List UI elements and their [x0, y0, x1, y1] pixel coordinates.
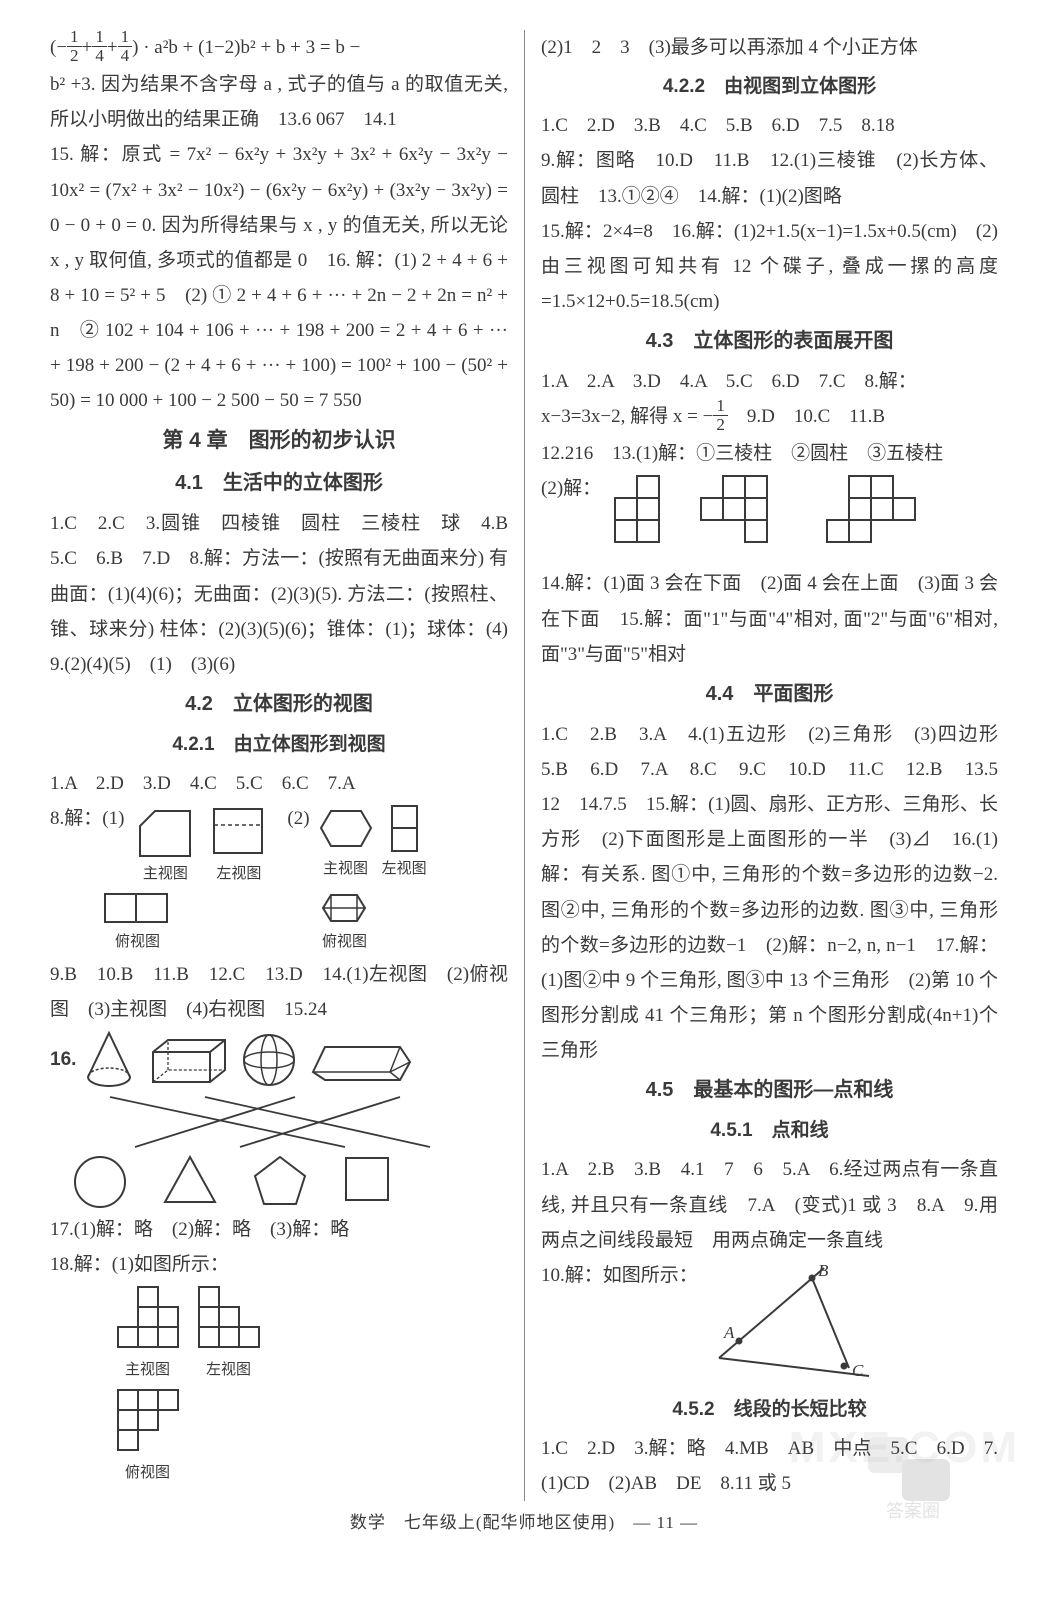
- heading-4-4: 4.4 平面图形: [541, 676, 998, 713]
- triangle-icon: [160, 1152, 220, 1207]
- text: +: [107, 37, 118, 58]
- prism-icon: [305, 1032, 415, 1087]
- svg-text:A: A: [723, 1323, 735, 1342]
- column-right: (2)1 2 3 (3)最多可以再添加 4 个小正方体 4.2.2 由视图到立体…: [524, 30, 998, 1501]
- page-footer: 数学 七年级上(配华师地区使用) — 11 —: [50, 1507, 998, 1538]
- heading-4-2-1: 4.2.1 由立体图形到视图: [50, 727, 508, 762]
- text-block: 1.C 2.D 3.解：略 4.MB AB 中点 5.C 6.D 7.(1)CD…: [541, 1431, 998, 1501]
- heading-4-2: 4.2 立体图形的视图: [50, 686, 508, 723]
- text-block: (2)1 2 3 (3)最多可以再添加 4 个小正方体: [541, 30, 998, 65]
- svg-text:C: C: [852, 1361, 864, 1380]
- heading-4-5-1: 4.5.1 点和线: [541, 1113, 998, 1148]
- label: 俯视图: [115, 929, 160, 957]
- label: 主视图: [143, 861, 188, 889]
- figure-q18-views: 主视图 左视图: [110, 1282, 508, 1385]
- circle-icon: [70, 1152, 130, 1212]
- blocks-front-icon: [110, 1282, 185, 1357]
- rect-2-icon: [100, 889, 175, 929]
- figure-q10: 10.解：如图所示： A B C: [541, 1258, 998, 1388]
- text-block: 1.C 2.C 3.圆锥 四棱锥 圆柱 三棱柱 球 4.B 5.C 6.B 7.…: [50, 506, 508, 682]
- text-block: (−12+14+14) · a²b + (1−2)b² + b + 3 = b …: [50, 30, 508, 67]
- heading-4-5-2: 4.5.2 线段的长短比较: [541, 1392, 998, 1427]
- text: 16.: [50, 1042, 76, 1077]
- heading-4-3: 4.3 立体图形的表面展开图: [541, 323, 998, 360]
- pentagon-icon: [250, 1152, 310, 1210]
- heading-chapter-4: 第 4 章 图形的初步认识: [50, 422, 508, 461]
- text: (−: [50, 37, 67, 58]
- svg-text:答案圈: 答案圈: [886, 1501, 940, 1521]
- text-block: 9.解：图略 10.D 11.B 12.(1)三棱锥 (2)长方体、圆柱 13.…: [541, 143, 998, 213]
- triangle-abc-icon: A B C: [704, 1258, 884, 1388]
- shape-front-view-icon: [130, 801, 200, 861]
- text-block: 15. 解：原式 = 7x² − 6x²y + 3x²y + 3x² + 6x²…: [50, 137, 508, 418]
- text-block: x−3=3x−2, 解得 x = −12 9.D 10.C 11.B: [541, 399, 998, 436]
- text-block: 12.216 13.(1)解：①三棱柱 ②圆柱 ③五棱柱: [541, 436, 998, 471]
- figure-nets: (2)解：: [541, 471, 998, 566]
- shape-left-view-icon: [206, 801, 271, 861]
- text-block: 1.A 2.B 3.B 4.1 7 6 5.A 6.经过两点有一条直线, 并且只…: [541, 1152, 998, 1257]
- text: x−3=3x−2, 解得 x = −: [541, 406, 713, 427]
- net-3-icon: [819, 471, 919, 566]
- rect-split-icon: [387, 801, 422, 856]
- label: 主视图: [125, 1357, 170, 1385]
- net-1-icon: [607, 471, 687, 566]
- text-block: 14.解：(1)面 3 会在下面 (2)面 4 会在上面 (3)面 3 会在下面…: [541, 566, 998, 671]
- text: (2)解：: [541, 471, 601, 506]
- text: ) · a²b + (1−2)b² + b + 3 = b −: [132, 37, 360, 58]
- sphere-icon: [239, 1030, 299, 1090]
- text: 10.解：如图所示：: [541, 1258, 698, 1293]
- cuboid-icon: [143, 1032, 233, 1087]
- heading-4-2-2: 4.2.2 由视图到立体图形: [541, 69, 998, 104]
- text-block: 17.(1)解：略 (2)解：略 (3)解：略: [50, 1212, 508, 1247]
- hexagon-icon: [316, 801, 376, 856]
- hex-top-icon: [317, 889, 372, 929]
- blocks-left-icon: [191, 1282, 266, 1357]
- label: 左视图: [382, 856, 427, 884]
- figure-q16: 16.: [50, 1027, 508, 1212]
- text: +: [82, 37, 93, 58]
- text: 18.解：(1)如图所示：: [50, 1247, 229, 1282]
- page: MXE.COM (−12+14+14) · a²b + (1−2)b² + b …: [0, 0, 1038, 1549]
- blocks-top-icon: [110, 1385, 185, 1460]
- text-block: 1.C 2.B 3.A 4.(1)五边形 (2)三角形 (3)四边形 5.B 6…: [541, 717, 998, 1068]
- text-block: 1.C 2.D 3.B 4.C 5.B 6.D 7.5 8.18: [541, 108, 998, 143]
- figure-q18-top: 俯视图: [110, 1385, 508, 1488]
- text-block: 15.解：2×4=8 16.解：(1)2+1.5(x−1)=1.5x+0.5(c…: [541, 214, 998, 319]
- square-icon: [340, 1152, 395, 1207]
- text-block: b² +3. 因为结果不含字母 a , 式子的值与 a 的取值无关, 所以小明做…: [50, 67, 508, 137]
- label: 主视图: [323, 856, 368, 884]
- label: 左视图: [216, 861, 261, 889]
- label: 左视图: [206, 1357, 251, 1385]
- heading-4-1: 4.1 生活中的立体图形: [50, 465, 508, 502]
- figure-q18: 18.解：(1)如图所示：: [50, 1247, 508, 1282]
- two-column-layout: (−12+14+14) · a²b + (1−2)b² + b + 3 = b …: [50, 30, 998, 1501]
- text-block: 1.A 2.D 3.D 4.C 5.C 6.C 7.A: [50, 766, 508, 801]
- label: 俯视图: [125, 1460, 170, 1488]
- svg-text:B: B: [818, 1261, 829, 1280]
- heading-4-5: 4.5 最基本的图形—点和线: [541, 1072, 998, 1109]
- label: 俯视图: [322, 929, 367, 957]
- text: 9.D 10.C 11.B: [728, 406, 885, 427]
- matching-lines-icon: [80, 1092, 460, 1152]
- column-left: (−12+14+14) · a²b + (1−2)b² + b + 3 = b …: [50, 30, 524, 1501]
- figure-q8: 8.解：(1) 主视图 左视图 (2): [50, 801, 508, 957]
- net-2-icon: [693, 471, 813, 546]
- text-block: 9.B 10.B 11.B 12.C 13.D 14.(1)左视图 (2)俯视图…: [50, 957, 508, 1027]
- cone-icon: [82, 1027, 137, 1092]
- text-block: 1.A 2.A 3.D 4.A 5.C 6.D 7.C 8.解：: [541, 364, 998, 399]
- text: 8.解：(1): [50, 801, 124, 836]
- text: (2): [287, 801, 309, 836]
